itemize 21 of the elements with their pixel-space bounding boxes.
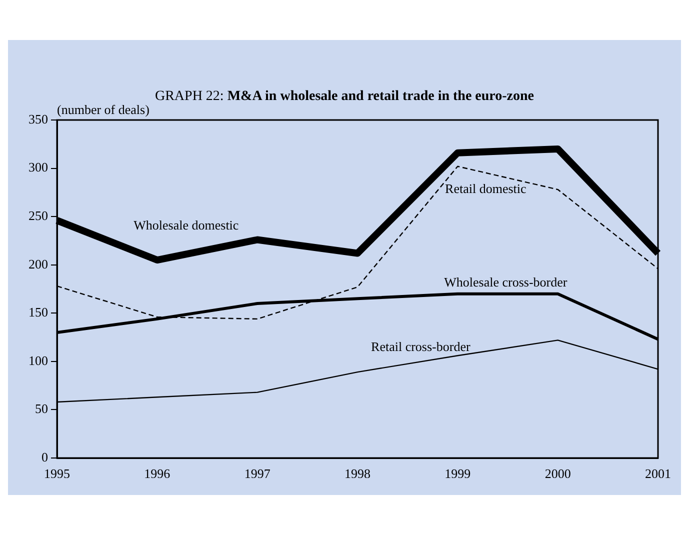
series-label: Wholesale cross-border bbox=[444, 274, 568, 290]
y-tick-label: 350 bbox=[28, 111, 48, 126]
x-tick-label: 1999 bbox=[444, 466, 471, 482]
y-axis-title: (number of deals) bbox=[57, 102, 150, 117]
x-tick-label: 2001 bbox=[645, 466, 671, 482]
y-tick-label: 300 bbox=[28, 160, 48, 175]
y-tick-label: 100 bbox=[28, 352, 48, 368]
y-tick-label: 0 bbox=[42, 449, 48, 464]
series-label: Wholesale domestic bbox=[134, 217, 239, 232]
y-tick-label: 50 bbox=[35, 401, 48, 416]
series-label: Retail domestic bbox=[445, 180, 527, 196]
y-tick-label: 150 bbox=[28, 304, 48, 320]
x-tick-label: 1998 bbox=[344, 466, 370, 482]
series-label: Retail cross-border bbox=[371, 339, 471, 354]
y-tick-label: 200 bbox=[28, 256, 48, 272]
x-tick-label: 1996 bbox=[144, 466, 171, 482]
chart-title: GRAPH 22: M&A in wholesale and retail trade in the euro-zone bbox=[154, 89, 534, 104]
x-tick-label: 1995 bbox=[44, 466, 70, 482]
y-tick-label: 250 bbox=[28, 208, 48, 223]
x-tick-label: 1997 bbox=[244, 466, 271, 482]
x-tick-label: 2000 bbox=[544, 466, 571, 482]
